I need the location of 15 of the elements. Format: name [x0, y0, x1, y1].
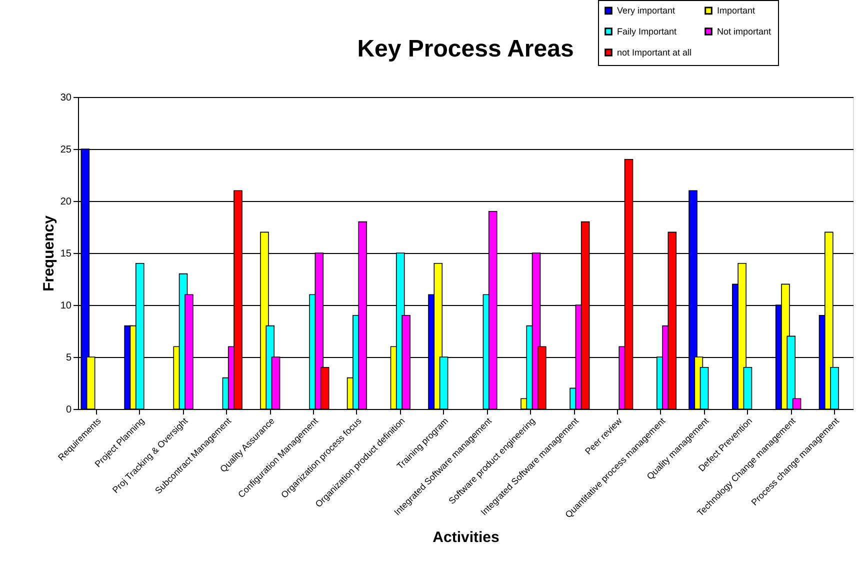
legend-label: Not important — [717, 26, 772, 36]
y-tick-label: 10 — [60, 300, 72, 312]
legend-label: Important — [717, 6, 756, 16]
legend-label: Very important — [617, 6, 676, 16]
x-axis-title: Activities — [432, 528, 500, 546]
y-tick-label: 30 — [60, 92, 72, 104]
legend-label: Faily Important — [617, 26, 678, 36]
legend-label: not Important at all — [617, 48, 692, 58]
y-tick-label: 15 — [60, 248, 72, 260]
y-tick-label: 0 — [66, 404, 72, 416]
y-tick-label: 25 — [60, 144, 72, 156]
y-tick-label: 5 — [66, 352, 72, 364]
chart-title: Key Process Areas — [357, 36, 574, 62]
y-tick-label: 20 — [60, 196, 72, 208]
y-axis-title: Frequency — [40, 214, 58, 292]
